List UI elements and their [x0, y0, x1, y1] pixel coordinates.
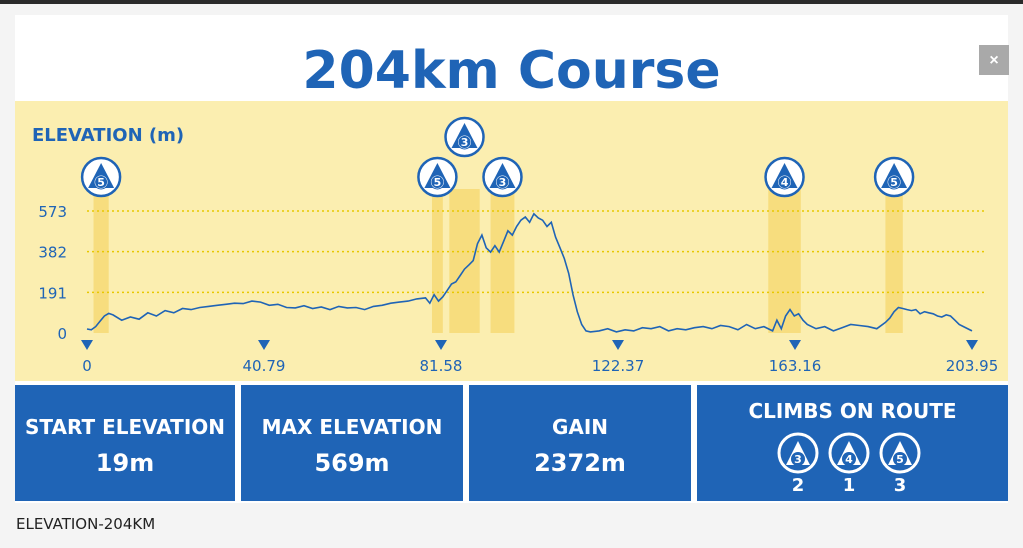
y-tick-label: 191 [38, 284, 67, 302]
y-tick-label: 0 [57, 325, 67, 343]
climb-band [490, 189, 515, 333]
x-tick-marker [258, 340, 270, 350]
climb-category-icon: 3 [777, 432, 819, 474]
image-caption: ELEVATION-204KM [16, 515, 156, 533]
climb-band [885, 189, 903, 333]
y-tick-label: 573 [38, 203, 67, 221]
climb-marker-category: 5 [434, 176, 442, 189]
climb-band [431, 189, 443, 333]
climb-summary-cat3: 3 2 [776, 431, 820, 496]
stat-label: MAX ELEVATION [261, 415, 443, 439]
climb-band [768, 189, 801, 333]
stat-value: 2372m [534, 449, 626, 477]
climb-marker-icon: 5 [873, 156, 915, 198]
climb-band [449, 189, 480, 333]
climb-marker-icon: 5 [417, 156, 458, 198]
climb-band [93, 189, 109, 333]
climb-marker-category: 5 [97, 176, 105, 189]
climb-marker-category: 3 [499, 176, 507, 189]
x-tick-marker [81, 340, 93, 350]
x-tick-label: 163.16 [769, 357, 822, 375]
stat-gain: GAIN 2372m [469, 385, 691, 501]
x-tick-label: 203.95 [946, 357, 999, 375]
x-tick-label: 40.79 [243, 357, 286, 375]
close-button[interactable]: × [979, 45, 1009, 75]
x-tick-label: 81.58 [420, 357, 463, 375]
x-tick-marker [612, 340, 624, 350]
climb-category: 3 [794, 453, 802, 466]
climb-category: 5 [896, 453, 904, 466]
stat-value: 569m [314, 449, 390, 477]
climb-marker-icon: 3 [444, 116, 485, 158]
climb-count: 3 [893, 475, 907, 496]
climb-category: 4 [845, 453, 853, 466]
climb-category-icon: 4 [828, 432, 870, 474]
stat-label: GAIN [551, 415, 609, 439]
x-tick-label: 122.37 [592, 357, 645, 375]
page-title: 204km Course [302, 41, 721, 101]
climb-marker-icon: 3 [482, 156, 523, 198]
climb-count: 1 [842, 475, 856, 496]
top-strip [0, 0, 1023, 4]
climb-category-icon: 5 [879, 432, 921, 474]
stat-climbs-on-route: CLIMBS ON ROUTE 3 2 4 1 5 3 [697, 385, 1008, 501]
x-tick-marker [789, 340, 801, 350]
elevation-profile-line [86, 212, 973, 333]
stat-label: CLIMBS ON ROUTE [748, 399, 957, 423]
stat-label: START ELEVATION [24, 415, 226, 439]
stat-start-elevation: START ELEVATION 19m [15, 385, 235, 501]
climb-marker-icon: 5 [80, 156, 122, 198]
y-axis-label: ELEVATION (m) [32, 125, 184, 146]
climb-marker-icon: 4 [764, 156, 805, 198]
y-tick-label: 382 [38, 244, 67, 262]
elevation-chart: 0 40.79 81.58 122.37 163.16 203.95 573 382 191 0… [15, 101, 1008, 381]
x-tick-marker [966, 340, 978, 350]
climb-summary-cat4: 4 1 [827, 431, 871, 496]
x-tick-marker [435, 340, 447, 350]
climb-marker-category: 5 [890, 176, 898, 189]
stat-value: 19m [95, 449, 155, 477]
climb-marker-category: 3 [461, 136, 469, 149]
climb-count: 2 [791, 475, 805, 496]
climb-marker-category: 4 [781, 176, 789, 189]
x-tick-label: 0 [82, 357, 92, 375]
stat-max-elevation: MAX ELEVATION 569m [241, 385, 463, 501]
climb-summary-cat5: 5 3 [878, 431, 922, 496]
